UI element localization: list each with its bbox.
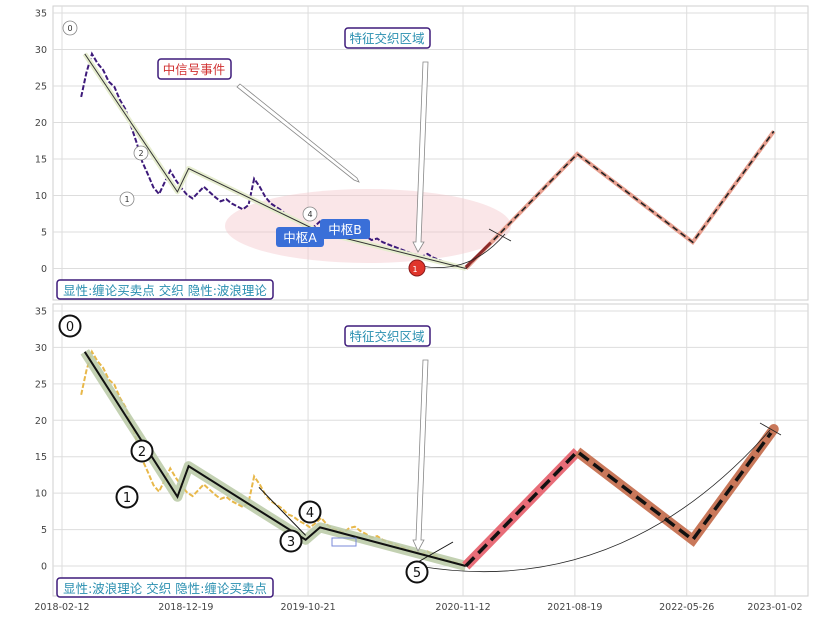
wave-line bbox=[83, 351, 467, 567]
end-buy-label: 1 bbox=[412, 265, 417, 274]
x-tick-label: 2020-11-12 bbox=[435, 602, 490, 613]
y-tick-label: 25 bbox=[35, 82, 47, 93]
x-tick-label: 2018-12-19 bbox=[158, 602, 213, 613]
y-tick-label: 25 bbox=[35, 379, 47, 390]
y-tick-label: 20 bbox=[35, 118, 47, 129]
feature-zone-box bbox=[344, 27, 431, 49]
y-tick-label: 30 bbox=[35, 45, 47, 56]
wave-label-marker bbox=[279, 529, 303, 553]
x-tick-label: 2022-05-26 bbox=[659, 602, 714, 613]
wave-point-marker bbox=[133, 145, 149, 161]
y-tick-label: 35 bbox=[35, 307, 47, 318]
wave-label: 4 bbox=[306, 506, 314, 521]
wave-point-label: 0 bbox=[67, 24, 72, 33]
x-tick-label: 2018-02-12 bbox=[34, 602, 89, 613]
forecast-end-dot bbox=[768, 424, 779, 435]
projection-arc bbox=[420, 233, 506, 268]
end-trend-line bbox=[464, 241, 492, 269]
mid-signal-arrow bbox=[236, 83, 360, 183]
center-a-box bbox=[276, 227, 324, 247]
y-tick-label: 0 bbox=[41, 264, 47, 275]
sub-trend-line bbox=[258, 486, 307, 536]
caption-label: 显性:缠论买卖点 交织 隐性:波浪理论 bbox=[63, 283, 267, 298]
projection-tick bbox=[488, 228, 512, 242]
projection-arc bbox=[417, 429, 771, 572]
wave-point-marker bbox=[62, 20, 78, 36]
plot-area bbox=[52, 303, 809, 597]
feature-zone-label: 特征交织区域 bbox=[349, 329, 424, 344]
feature-zone-label: 特征交织区域 bbox=[349, 31, 424, 46]
wave-point-label: 1 bbox=[124, 195, 129, 204]
y-tick-label: 35 bbox=[35, 9, 47, 20]
wave-label-marker bbox=[115, 485, 139, 509]
forecast-line bbox=[464, 427, 776, 568]
x-tick-label: 2023-01-02 bbox=[747, 602, 802, 613]
wave-label: 2 bbox=[138, 445, 146, 460]
y-tick-label: 15 bbox=[35, 155, 47, 166]
wave-label-marker bbox=[58, 314, 82, 338]
caption-box bbox=[56, 279, 274, 300]
mid-signal-box bbox=[157, 58, 232, 80]
price-series-line bbox=[80, 51, 467, 269]
projection-tick bbox=[759, 422, 782, 436]
y-tick-label: 5 bbox=[41, 228, 47, 239]
wave-point-marker bbox=[119, 191, 135, 207]
feature-zone-arrow bbox=[412, 61, 429, 253]
plot-area bbox=[52, 5, 809, 301]
wave-label-marker bbox=[130, 439, 154, 463]
small-center-box bbox=[331, 537, 357, 547]
panel-top: 0 5 10 15 20 25 30 35 中枢A 中枢B 0 1 2 4 1 中信号事件 特征交织区域显性:缠… bbox=[35, 5, 809, 301]
y-tick-label: 0 bbox=[41, 562, 47, 573]
caption-label: 显性:波浪理论 交织 隐性:缠论买卖点 bbox=[63, 581, 267, 596]
wave-label: 5 bbox=[413, 566, 421, 581]
y-tick-label: 20 bbox=[35, 416, 47, 427]
wave-point-label: 2 bbox=[138, 149, 143, 158]
wave-label-marker bbox=[405, 560, 429, 584]
wave-point-label: 4 bbox=[307, 210, 312, 219]
y-tick-label: 30 bbox=[35, 343, 47, 354]
y-tick-label: 5 bbox=[41, 525, 47, 536]
end-buy-marker bbox=[408, 259, 426, 277]
feature-zone-box bbox=[344, 325, 431, 347]
wave-label: 3 bbox=[287, 535, 295, 550]
y-tick-label: 10 bbox=[35, 489, 47, 500]
center-a-label: 中枢A bbox=[283, 230, 317, 245]
x-tick-label: 2021-08-19 bbox=[547, 602, 602, 613]
mid-signal-label: 中信号事件 bbox=[163, 62, 226, 77]
zigzag-line bbox=[84, 53, 466, 269]
feature-zone-arrow bbox=[412, 359, 429, 552]
forecast-line bbox=[465, 130, 775, 270]
center-b-label: 中枢B bbox=[328, 222, 362, 237]
caption-box bbox=[56, 577, 274, 598]
y-tick-label: 15 bbox=[35, 452, 47, 463]
center-b-box bbox=[320, 219, 370, 239]
wave-point-marker bbox=[302, 206, 318, 222]
y-tick-label: 10 bbox=[35, 191, 47, 202]
x-tick-label: 2019-10-21 bbox=[280, 602, 335, 613]
wave-label-marker bbox=[298, 500, 322, 524]
wave-label: 1 bbox=[123, 491, 131, 506]
end-trend-line bbox=[417, 541, 454, 563]
wave-label: 0 bbox=[66, 320, 74, 335]
